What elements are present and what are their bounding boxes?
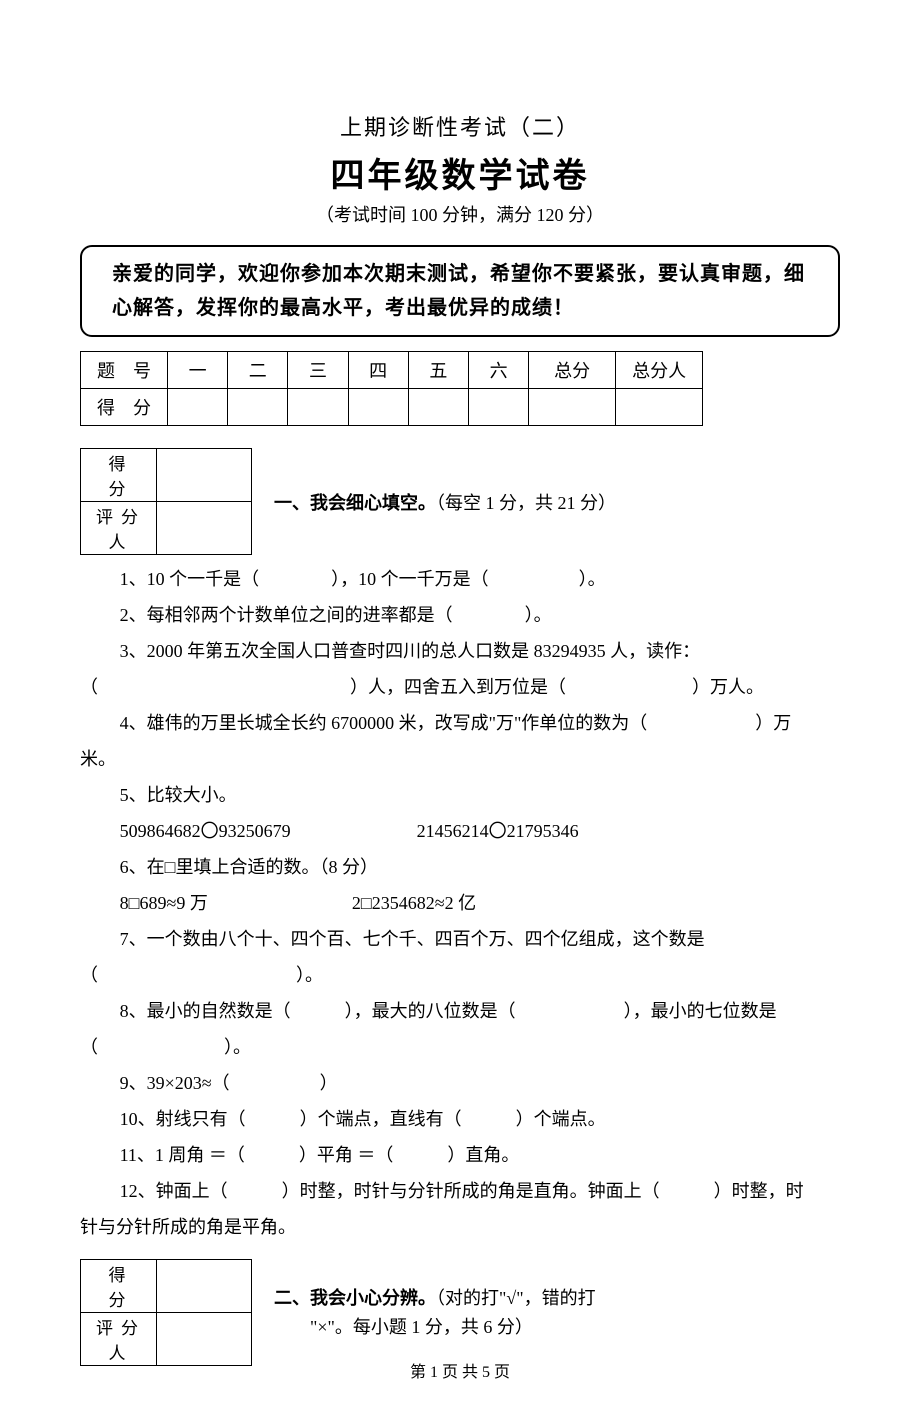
question-8a: 8、最小的自然数是（ ），最大的八位数是（ ），最小的七位数是: [80, 993, 840, 1029]
mini-score-value[interactable]: [157, 1260, 252, 1313]
question-11: 11、1 周角 ＝（ ）平角 ＝（ ）直角。: [80, 1137, 840, 1173]
question-7b: （ ）。: [80, 957, 840, 993]
section-score-box: 得 分 评分人: [80, 448, 252, 555]
question-6: 6、在□里填上合适的数。（8 分）: [80, 849, 840, 885]
section-1-header: 得 分 评分人 一、我会细心填空。（每空 1 分，共 21 分）: [80, 448, 840, 555]
row-label-score: 得 分: [81, 389, 168, 426]
col-header-grader: 总分人: [616, 352, 703, 389]
exam-info: （考试时间 100 分钟，满分 120 分）: [80, 201, 840, 227]
col-header-6: 六: [468, 352, 528, 389]
score-cell[interactable]: [167, 389, 227, 426]
score-cell[interactable]: [348, 389, 408, 426]
section-1-title: 一、我会细心填空。（每空 1 分，共 21 分）: [274, 489, 616, 515]
section-title-rest: （每空 1 分，共 21 分）: [436, 493, 616, 513]
score-cell[interactable]: [616, 389, 703, 426]
section-title-rest1: （对的打"√"，错的打: [436, 1288, 596, 1308]
score-cell[interactable]: [288, 389, 348, 426]
question-8b: （ ）。: [80, 1029, 840, 1065]
question-3b: （ ）人，四舍五入到万位是（ ）万人。: [80, 669, 840, 705]
score-cell[interactable]: [468, 389, 528, 426]
section-title-bold: 二、我会小心分辨。: [274, 1288, 436, 1308]
pretitle: 上期诊断性考试（二）: [80, 110, 840, 142]
col-header-2: 二: [228, 352, 288, 389]
question-6a: 8□689≈9 万 2□2354682≈2 亿: [80, 885, 840, 921]
question-7a: 7、一个数由八个十、四个百、七个千、四百个万、四个亿组成，这个数是: [80, 921, 840, 957]
question-2: 2、每相邻两个计数单位之间的进率都是（ ）。: [80, 597, 840, 633]
encouragement-text: 亲爱的同学，欢迎你参加本次期末测试，希望你不要紧张，要认真审题，细心解答，发挥你…: [112, 263, 805, 319]
question-1: 1、10 个一千是（ ），10 个一千万是（ ）。: [80, 561, 840, 597]
table-row: 得 分: [81, 389, 703, 426]
question-5a: 509864682〇93250679 21456214〇21795346: [80, 813, 840, 849]
section-2-title: 二、我会小心分辨。（对的打"√"，错的打 "×"。每小题 1 分，共 6 分）: [274, 1284, 596, 1342]
mini-score-label: 得 分: [81, 1260, 157, 1313]
mini-score-value[interactable]: [157, 449, 252, 502]
section-2-header: 得 分 评分人 二、我会小心分辨。（对的打"√"，错的打 "×"。每小题 1 分…: [80, 1259, 840, 1366]
section-title-rest2: "×"。每小题 1 分，共 6 分）: [274, 1317, 533, 1337]
mini-grader-value[interactable]: [157, 502, 252, 555]
mini-grader-label: 评分人: [81, 502, 157, 555]
score-summary-table: 题 号 一 二 三 四 五 六 总分 总分人 得 分: [80, 351, 703, 426]
col-header-4: 四: [348, 352, 408, 389]
question-9: 9、39×203≈（ ）: [80, 1065, 840, 1101]
score-cell[interactable]: [408, 389, 468, 426]
mini-score-label: 得 分: [81, 449, 157, 502]
section-1-questions: 1、10 个一千是（ ），10 个一千万是（ ）。 2、每相邻两个计数单位之间的…: [80, 561, 840, 1245]
question-4a: 4、雄伟的万里长城全长约 6700000 米，改写成"万"作单位的数为（ ）万: [80, 705, 840, 741]
exam-page: 上期诊断性考试（二） 四年级数学试卷 （考试时间 100 分钟，满分 120 分…: [0, 0, 920, 1412]
encouragement-box: 亲爱的同学，欢迎你参加本次期末测试，希望你不要紧张，要认真审题，细心解答，发挥你…: [80, 245, 840, 337]
col-header-number: 题 号: [81, 352, 168, 389]
col-header-total: 总分: [529, 352, 616, 389]
score-cell[interactable]: [228, 389, 288, 426]
question-4b: 米。: [80, 741, 840, 777]
col-header-5: 五: [408, 352, 468, 389]
question-10: 10、射线只有（ ）个端点，直线有（ ）个端点。: [80, 1101, 840, 1137]
question-12b: 针与分针所成的角是平角。: [80, 1209, 840, 1245]
table-row: 题 号 一 二 三 四 五 六 总分 总分人: [81, 352, 703, 389]
page-footer: 第 1 页 共 5 页: [0, 1358, 920, 1382]
section-score-box: 得 分 评分人: [80, 1259, 252, 1366]
section-title-bold: 一、我会细心填空。: [274, 493, 436, 513]
score-cell[interactable]: [529, 389, 616, 426]
main-title: 四年级数学试卷: [80, 148, 840, 197]
question-3a: 3、2000 年第五次全国人口普查时四川的总人口数是 83294935 人，读作…: [80, 633, 840, 669]
question-5: 5、比较大小。: [80, 777, 840, 813]
col-header-1: 一: [167, 352, 227, 389]
question-12a: 12、钟面上（ ）时整，时针与分针所成的角是直角。钟面上（ ）时整，时: [80, 1173, 840, 1209]
col-header-3: 三: [288, 352, 348, 389]
